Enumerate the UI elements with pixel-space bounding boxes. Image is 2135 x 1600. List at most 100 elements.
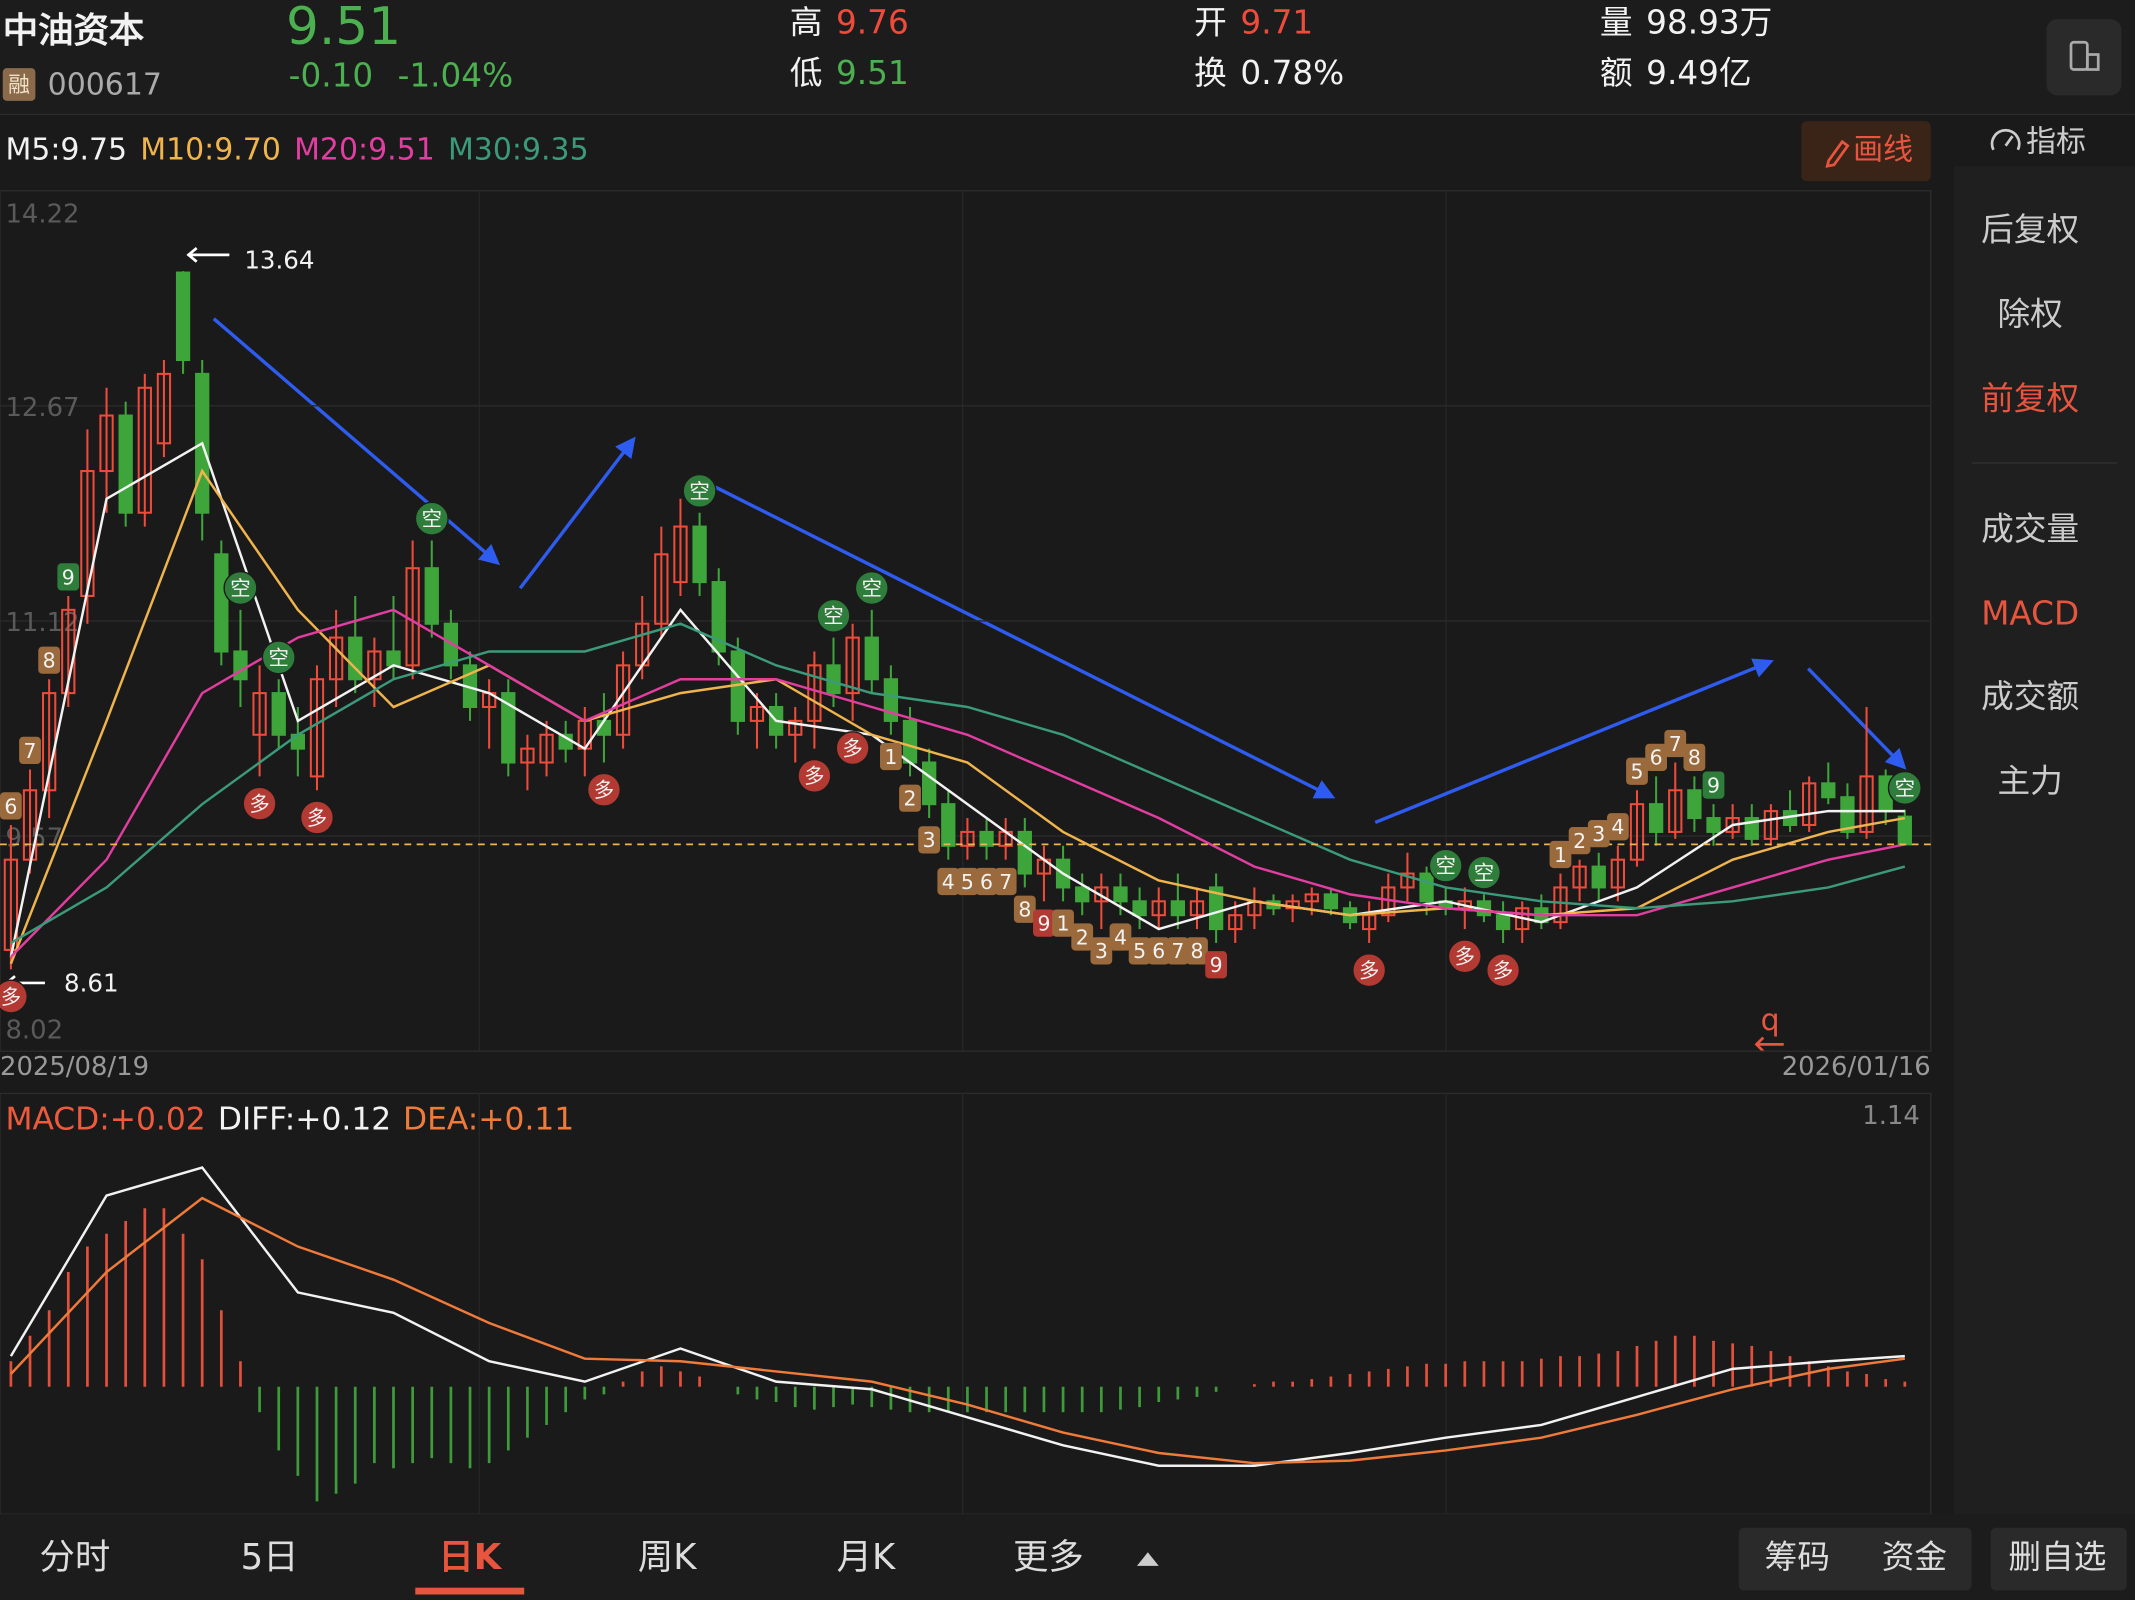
candle-body	[1629, 803, 1645, 861]
signal-badge	[1447, 939, 1482, 974]
td-label: 7	[24, 739, 37, 763]
change-pct: -1.04%	[398, 57, 514, 95]
right-tab[interactable]: 资金	[1882, 1538, 1947, 1576]
bottom-tab[interactable]: 月K	[837, 1537, 896, 1578]
ma-line	[9, 468, 1906, 965]
td-label: 1	[1554, 843, 1567, 867]
side-menu-item[interactable]: 成交量	[1981, 510, 2079, 548]
device-button[interactable]	[2046, 19, 2122, 96]
signal-label: 多	[1493, 959, 1513, 983]
stat-value: 9.71	[1240, 4, 1313, 42]
candle-body	[1208, 886, 1224, 931]
candle-body	[1840, 796, 1855, 833]
td-badge	[1683, 743, 1706, 771]
candle-body	[3, 858, 19, 951]
ma-line	[10, 608, 1906, 958]
bottom-tab[interactable]: 分时	[39, 1537, 110, 1578]
td-label: 8	[1688, 746, 1701, 770]
y-tick-label: 14.22	[5, 200, 79, 230]
candle-body	[118, 414, 133, 514]
bottom-tab[interactable]: 日K	[438, 1537, 502, 1578]
side-menu-item[interactable]: MACD	[1981, 595, 2079, 633]
right-tabs-bg	[1738, 1527, 1972, 1591]
td-label: 3	[1592, 822, 1605, 846]
signal-badge	[242, 786, 277, 821]
td-label: 2	[1076, 925, 1089, 949]
td-label: 5	[961, 870, 974, 894]
candle-body	[1648, 803, 1664, 833]
candle-body	[941, 803, 956, 847]
side-menu-item[interactable]: 前复权	[1981, 379, 2079, 417]
side-menu-item[interactable]: 成交额	[1981, 678, 2079, 716]
td-label: 6	[980, 870, 993, 894]
td-badge	[1205, 951, 1228, 979]
td-label: 3	[1095, 939, 1108, 963]
signal-badge	[1887, 770, 1922, 805]
candle-body	[711, 581, 726, 653]
right-tab[interactable]: 筹码	[1765, 1538, 1830, 1576]
td-badge	[0, 792, 22, 820]
td-badge	[1052, 909, 1074, 937]
candle-body	[922, 761, 937, 806]
stock-name: 中油资本	[3, 11, 145, 52]
y-tick-label: 12.67	[5, 393, 79, 423]
candle-body	[788, 719, 803, 736]
td-badge	[1166, 937, 1189, 965]
side-menu-item[interactable]: 后复权	[1981, 211, 2079, 249]
td-label: 3	[923, 828, 936, 852]
signal-label: 空	[422, 507, 442, 531]
header-bg	[0, 0, 2135, 115]
candle-body	[137, 386, 152, 514]
candle-body	[1113, 886, 1128, 903]
candle-body	[1017, 830, 1032, 875]
signal-label: 空	[823, 604, 843, 628]
candle-body	[1228, 914, 1243, 931]
bottom-tab[interactable]: 更多	[1013, 1537, 1084, 1578]
candle-body	[1362, 914, 1377, 931]
td-label: 1	[1057, 911, 1070, 935]
signal-label: 空	[1474, 861, 1494, 885]
candle-body	[1094, 886, 1109, 903]
td-badge	[1033, 909, 1055, 937]
side-menu-item[interactable]: 除权	[1998, 295, 2063, 333]
td-label: 2	[1573, 829, 1586, 853]
candle-body	[1132, 900, 1147, 917]
signal-label: 空	[1895, 776, 1915, 800]
td-label: 6	[1650, 746, 1663, 770]
stat-value: 0.78%	[1240, 54, 1344, 92]
signal-badge	[1428, 848, 1463, 883]
candle-body	[1189, 900, 1205, 917]
td-badge	[1109, 923, 1132, 951]
draw-label: 画线	[1853, 133, 1913, 168]
td-badge	[975, 867, 998, 896]
signal-label: 多	[307, 806, 327, 830]
td-label: 8	[43, 649, 56, 673]
gauge-icon	[2004, 135, 2014, 147]
signal-label: 多	[1455, 945, 1475, 969]
badge-bg	[2, 68, 36, 101]
date-label: 2025/08/19	[0, 1052, 149, 1082]
side-menu-item[interactable]: 主力	[1998, 762, 2063, 800]
bottom-tab[interactable]: 周K	[638, 1537, 697, 1578]
signal-label: 多	[594, 778, 614, 802]
candle-body	[1610, 858, 1626, 889]
index-button[interactable]: 指标	[2026, 125, 2086, 160]
macd-label: DIFF:+0.12	[218, 1102, 391, 1138]
right-tab[interactable]: 删自选	[2008, 1538, 2106, 1576]
candle-body	[1897, 815, 1912, 846]
trend-arrow	[1374, 658, 1774, 825]
td-label: 5	[1631, 760, 1644, 784]
bottom-tab[interactable]: 5日	[241, 1537, 299, 1578]
signal-label: 多	[1, 985, 21, 1009]
trend-arrow	[212, 317, 501, 566]
signal-badge	[586, 772, 621, 807]
signal-badge	[0, 979, 28, 1014]
side-panel	[1953, 166, 2135, 1515]
signal-badge	[816, 598, 851, 633]
stat-label: 量	[1600, 4, 1633, 42]
candle-body	[1323, 893, 1339, 910]
trend-arrow	[518, 436, 636, 590]
candle-body	[156, 372, 172, 445]
